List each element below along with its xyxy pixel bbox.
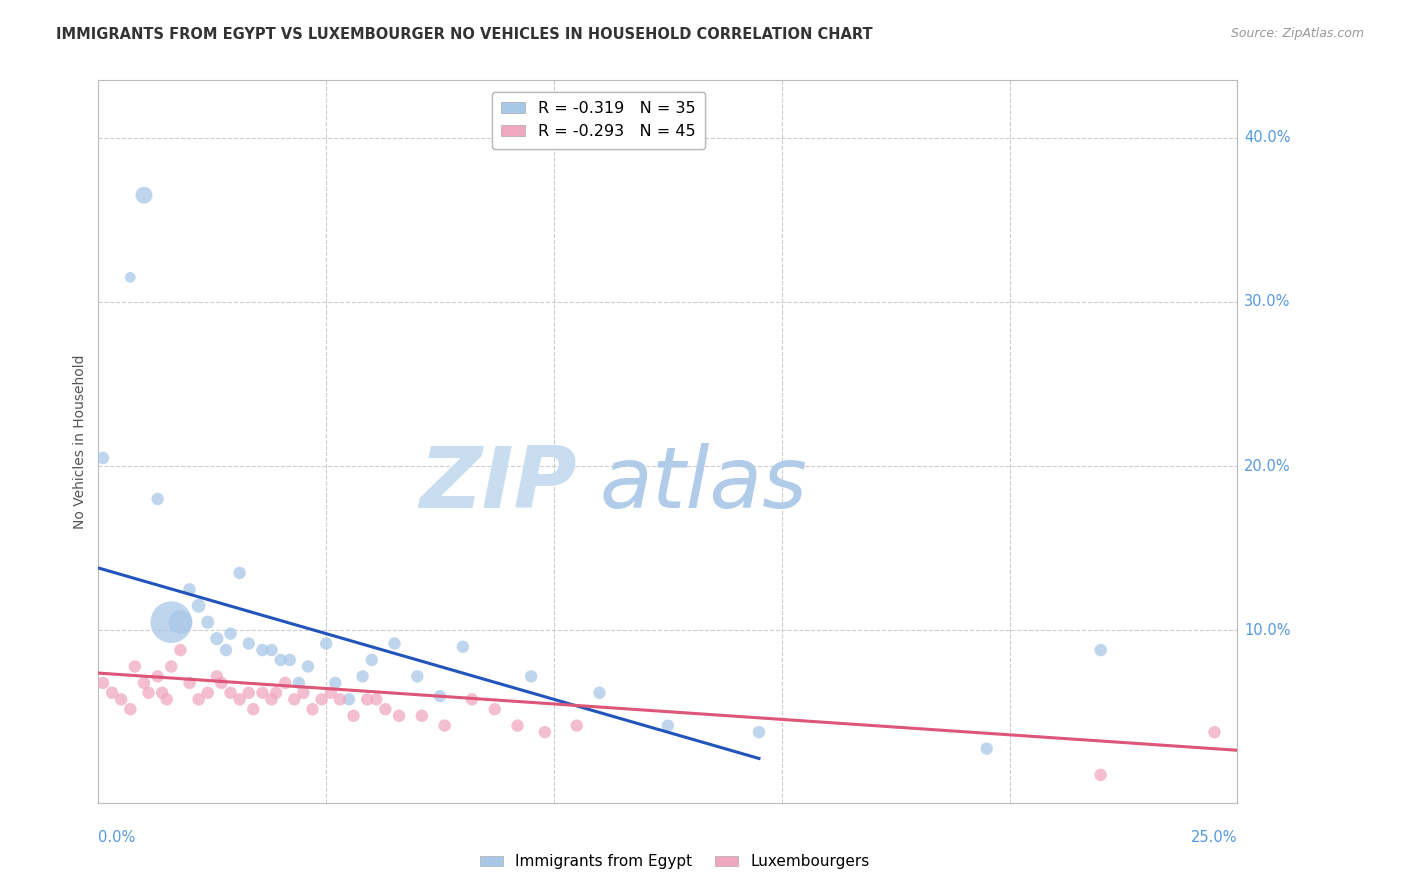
- Point: [242, 702, 264, 716]
- Point: [451, 640, 474, 654]
- Point: [323, 676, 346, 690]
- Point: [311, 692, 333, 706]
- Y-axis label: No Vehicles in Household: No Vehicles in Household: [73, 354, 87, 529]
- Point: [433, 718, 456, 732]
- Point: [274, 676, 297, 690]
- Text: atlas: atlas: [599, 443, 807, 526]
- Point: [110, 692, 132, 706]
- Point: [146, 669, 169, 683]
- Point: [374, 702, 396, 716]
- Point: [160, 615, 183, 630]
- Text: 30.0%: 30.0%: [1244, 294, 1291, 310]
- Point: [120, 702, 142, 716]
- Text: IMMIGRANTS FROM EGYPT VS LUXEMBOURGER NO VEHICLES IN HOUSEHOLD CORRELATION CHART: IMMIGRANTS FROM EGYPT VS LUXEMBOURGER NO…: [56, 27, 873, 42]
- Point: [429, 689, 451, 703]
- Point: [506, 718, 529, 732]
- Point: [197, 615, 219, 630]
- Point: [283, 692, 305, 706]
- Point: [278, 653, 301, 667]
- Point: [169, 643, 191, 657]
- Point: [342, 708, 364, 723]
- Point: [238, 686, 260, 700]
- Point: [91, 450, 114, 465]
- Point: [534, 725, 557, 739]
- Text: 25.0%: 25.0%: [1191, 830, 1237, 845]
- Point: [132, 188, 155, 202]
- Point: [252, 686, 274, 700]
- Point: [270, 653, 292, 667]
- Point: [160, 659, 183, 673]
- Point: [252, 643, 274, 657]
- Point: [101, 686, 124, 700]
- Point: [260, 643, 283, 657]
- Point: [976, 741, 998, 756]
- Point: [406, 669, 429, 683]
- Point: [132, 676, 155, 690]
- Point: [352, 669, 374, 683]
- Text: Source: ZipAtlas.com: Source: ZipAtlas.com: [1230, 27, 1364, 40]
- Point: [520, 669, 543, 683]
- Point: [120, 270, 142, 285]
- Point: [588, 686, 610, 700]
- Point: [215, 643, 238, 657]
- Point: [384, 636, 406, 650]
- Point: [179, 582, 201, 597]
- Point: [124, 659, 146, 673]
- Point: [288, 676, 311, 690]
- Point: [219, 626, 242, 640]
- Point: [748, 725, 770, 739]
- Point: [297, 659, 319, 673]
- Point: [264, 686, 287, 700]
- Point: [187, 599, 209, 613]
- Point: [91, 676, 114, 690]
- Point: [138, 686, 160, 700]
- Text: 10.0%: 10.0%: [1244, 623, 1291, 638]
- Point: [315, 636, 337, 650]
- Legend: R = -0.319   N = 35, R = -0.293   N = 45: R = -0.319 N = 35, R = -0.293 N = 45: [492, 92, 706, 149]
- Text: 20.0%: 20.0%: [1244, 458, 1291, 474]
- Point: [411, 708, 433, 723]
- Point: [228, 566, 250, 580]
- Point: [156, 692, 179, 706]
- Point: [484, 702, 506, 716]
- Point: [319, 686, 342, 700]
- Point: [238, 636, 260, 650]
- Point: [356, 692, 378, 706]
- Point: [337, 692, 360, 706]
- Point: [1204, 725, 1226, 739]
- Point: [292, 686, 315, 700]
- Point: [209, 676, 232, 690]
- Text: ZIP: ZIP: [419, 443, 576, 526]
- Point: [565, 718, 588, 732]
- Point: [169, 615, 191, 630]
- Point: [187, 692, 209, 706]
- Point: [657, 718, 679, 732]
- Point: [360, 653, 382, 667]
- Point: [1090, 643, 1112, 657]
- Point: [219, 686, 242, 700]
- Point: [205, 632, 228, 646]
- Text: 40.0%: 40.0%: [1244, 130, 1291, 145]
- Point: [329, 692, 352, 706]
- Point: [197, 686, 219, 700]
- Point: [461, 692, 484, 706]
- Point: [366, 692, 388, 706]
- Point: [146, 491, 169, 506]
- Point: [150, 686, 173, 700]
- Text: 0.0%: 0.0%: [98, 830, 135, 845]
- Point: [228, 692, 250, 706]
- Point: [205, 669, 228, 683]
- Point: [260, 692, 283, 706]
- Point: [301, 702, 323, 716]
- Point: [1090, 768, 1112, 782]
- Point: [388, 708, 411, 723]
- Legend: Immigrants from Egypt, Luxembourgers: Immigrants from Egypt, Luxembourgers: [474, 848, 876, 875]
- Point: [179, 676, 201, 690]
